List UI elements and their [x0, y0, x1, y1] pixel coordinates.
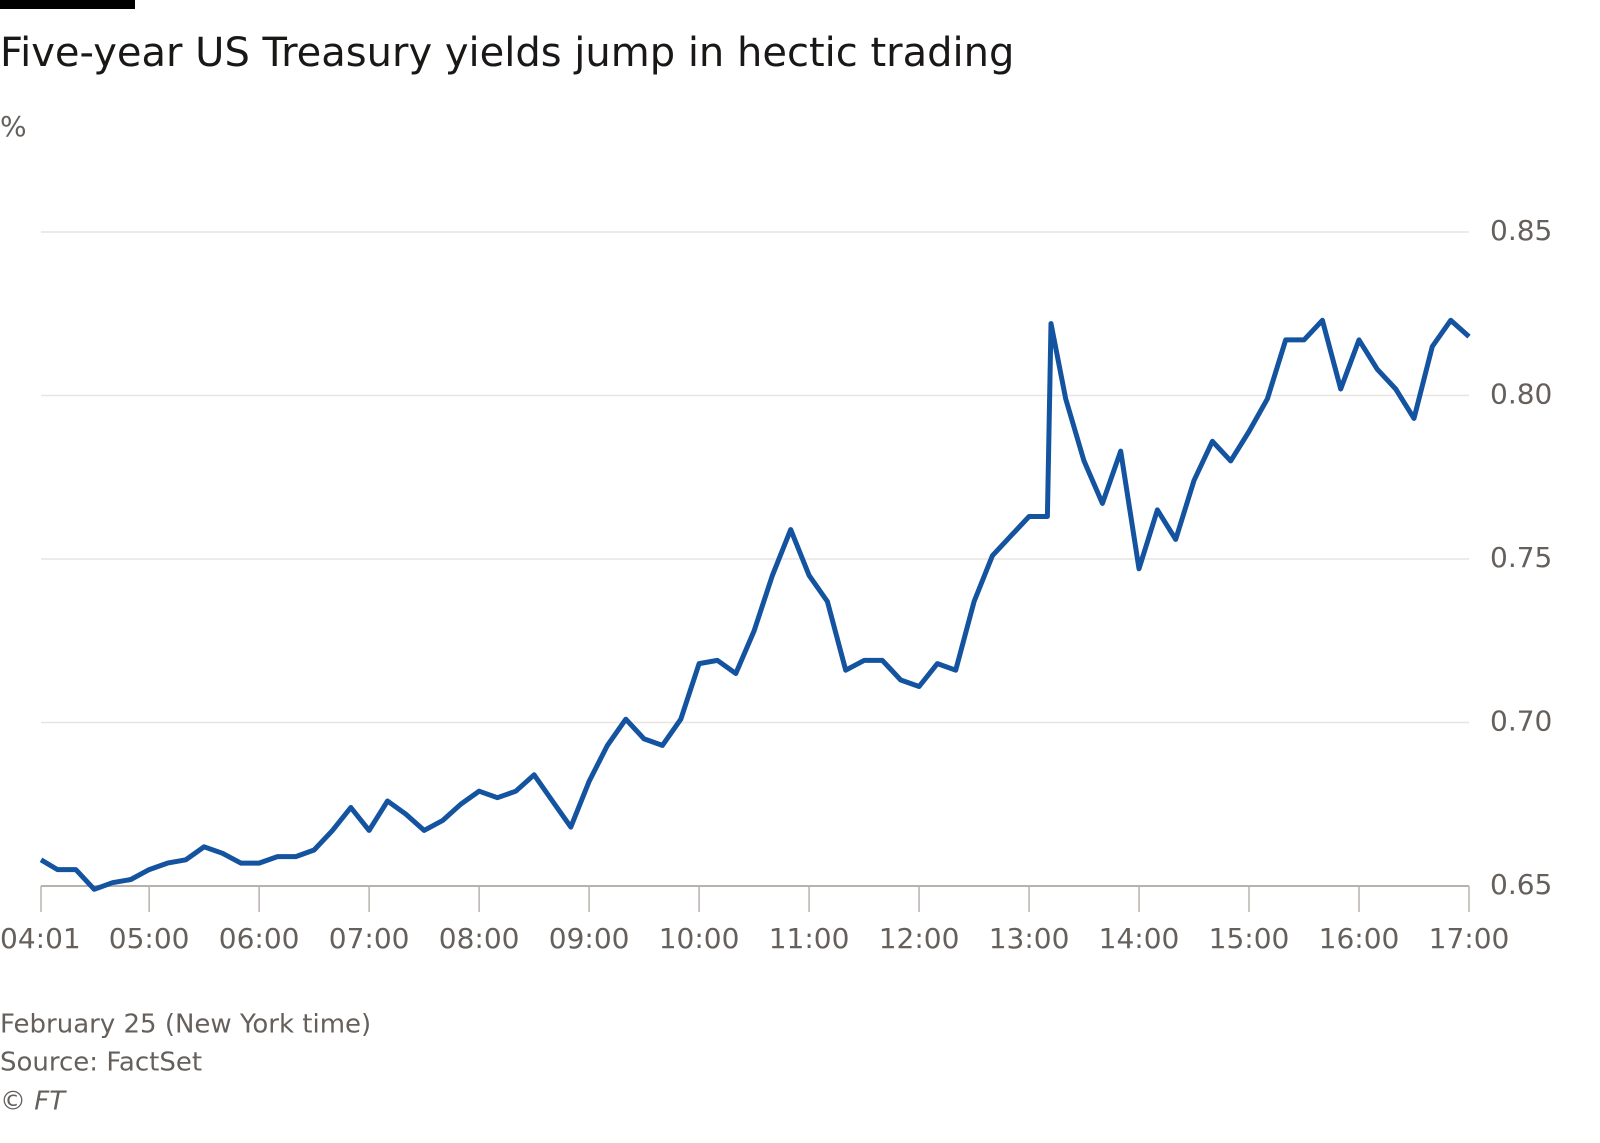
y-tick-label: 0.85: [1490, 214, 1552, 247]
x-tick-label: 07:00: [329, 922, 410, 955]
chart-title: Five-year US Treasury yields jump in hec…: [0, 30, 1014, 76]
x-tick-label: 04:01: [0, 922, 81, 955]
x-tick-label: 13:00: [989, 922, 1070, 955]
x-tick-label: 10:00: [659, 922, 740, 955]
x-tick-label: 11:00: [769, 922, 850, 955]
line: [39, 317, 1471, 892]
x-tick-label: 15:00: [1209, 922, 1290, 955]
x-tick-label: 17:00: [1429, 922, 1510, 955]
source: Source: FactSet: [0, 1048, 202, 1078]
x-tick-label: 16:00: [1319, 922, 1400, 955]
y-tick-label: 0.75: [1490, 541, 1552, 574]
x-label: February 25 (New York time): [0, 1010, 371, 1040]
y-tick-label: 0.70: [1490, 705, 1552, 738]
credit: © FT: [0, 1087, 67, 1117]
y-tick-label: 0.80: [1490, 378, 1552, 411]
x-tick-label: 09:00: [549, 922, 630, 955]
y-unit: %: [0, 110, 27, 143]
x-tick-label: 06:00: [219, 922, 300, 955]
x-tick-label: 12:00: [879, 922, 960, 955]
x-tick-label: 14:00: [1099, 922, 1180, 955]
x-tick-label: 08:00: [439, 922, 520, 955]
y-tick-label: 0.65: [1490, 868, 1552, 901]
x-tick-label: 05:00: [109, 922, 190, 955]
brand-bar: [0, 0, 135, 9]
